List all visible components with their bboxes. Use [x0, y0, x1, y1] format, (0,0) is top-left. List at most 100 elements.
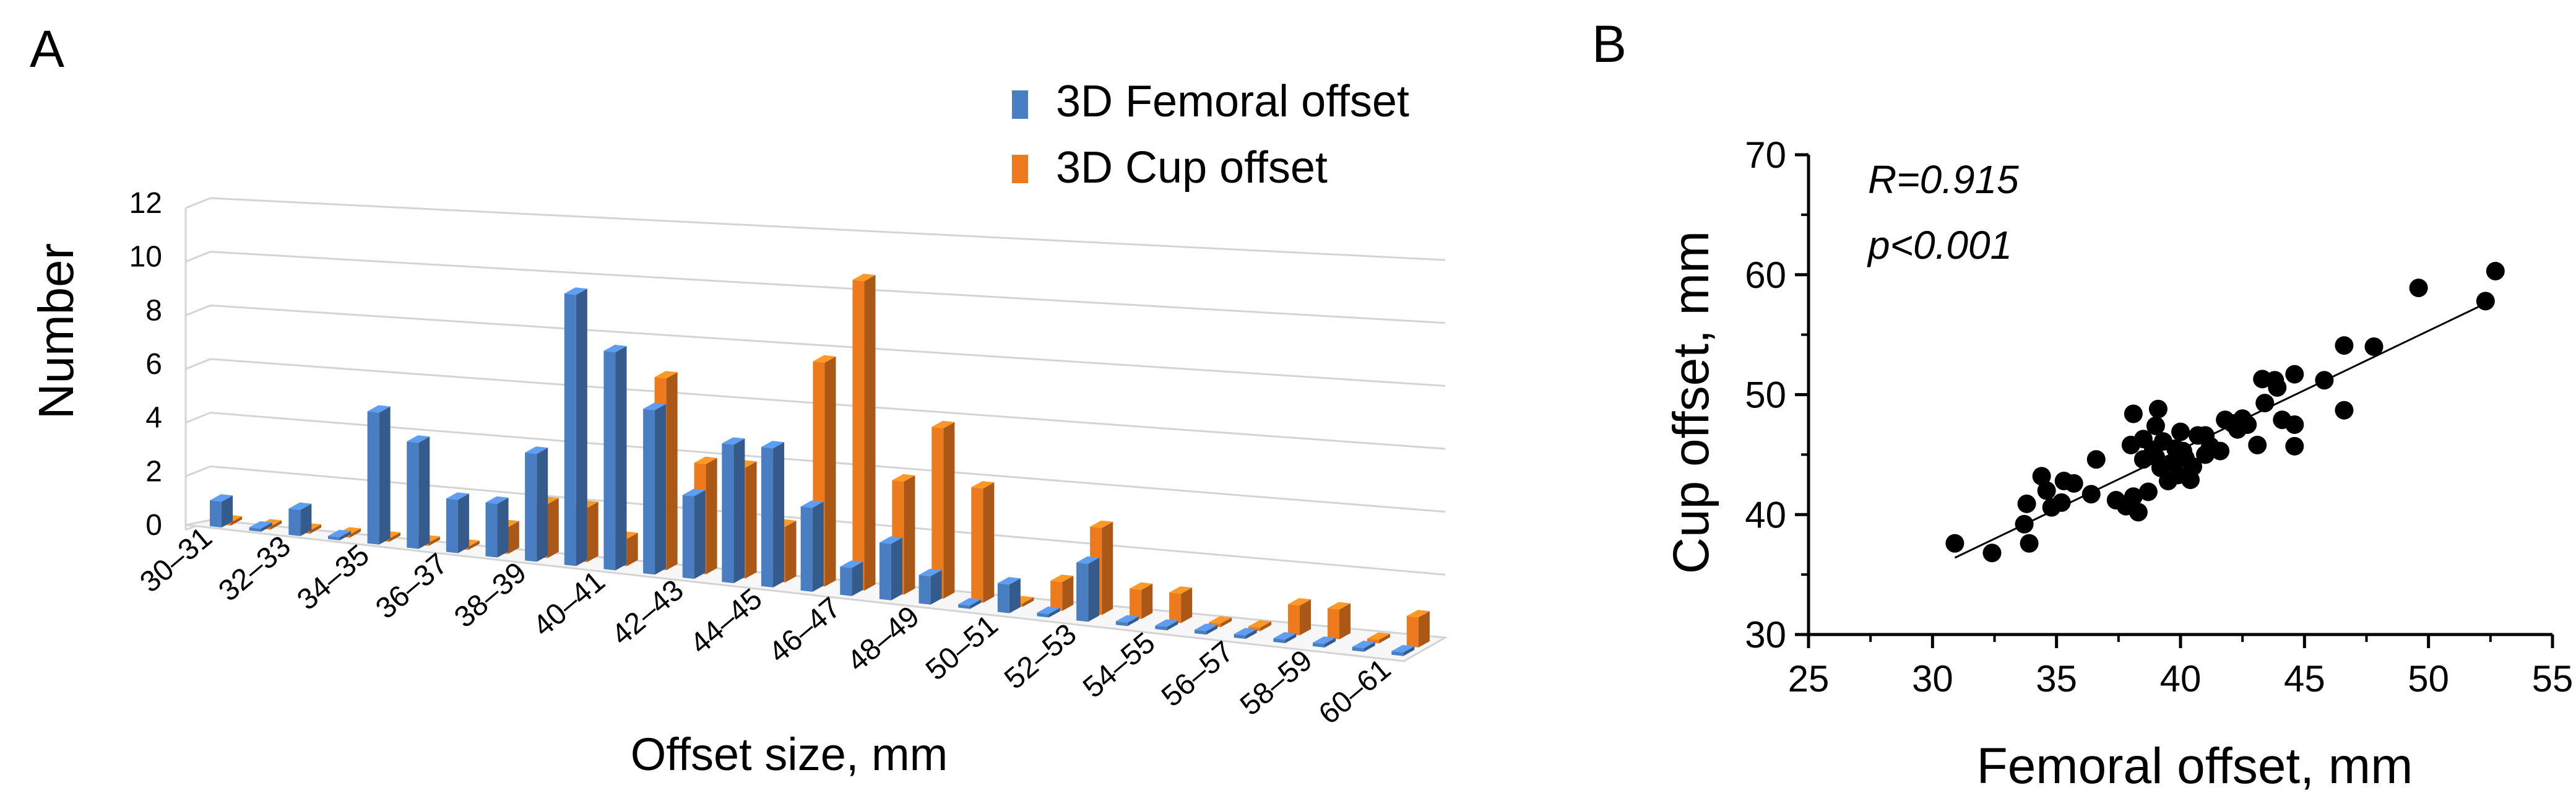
bar-femoral-12-side — [694, 490, 706, 579]
bar-femoral-22-top — [1076, 556, 1100, 564]
p-value: p<0.001 — [1867, 223, 2012, 267]
bar-femoral-9-top — [564, 287, 587, 295]
y-axis-label: Cup offset, mm — [1663, 231, 1719, 574]
bar-femoral-2-top — [288, 502, 312, 510]
legend-label-cup: 3D Cup offset — [1056, 143, 1328, 193]
bar-cup-23-top — [1130, 582, 1153, 590]
x-tick-label: 25 — [1788, 658, 1830, 700]
bar-femoral-6-front — [446, 498, 458, 553]
scatter-axes — [1795, 153, 2554, 648]
data-point — [2211, 441, 2230, 461]
bar-cup-0-side — [231, 516, 243, 526]
bar-femoral-14 — [761, 441, 785, 588]
side-gridline — [185, 251, 211, 263]
bar-cup-24-top — [1169, 586, 1193, 594]
bar-cup-19-side — [983, 482, 995, 603]
data-point — [2037, 481, 2056, 500]
bar-cup-28-side — [1339, 603, 1351, 639]
scatter-points — [1945, 261, 2505, 563]
bar-femoral-16-side — [852, 561, 863, 596]
bar-cup-8-side — [547, 498, 559, 558]
bar-femoral-17-front — [879, 542, 891, 600]
bar-femoral-9-front — [564, 293, 576, 566]
bar-cup-4-side — [389, 532, 400, 542]
x-axis-label: Offset size, mm — [631, 729, 948, 780]
bar-femoral-9-side — [576, 288, 587, 566]
bar-femoral-4-front — [367, 411, 379, 545]
x-tick-label: 46–47 — [763, 591, 847, 669]
bar-femoral-19 — [958, 598, 982, 609]
bar-cup-16-side — [864, 275, 876, 591]
bar-cup-10-side — [626, 532, 638, 566]
x-tick-label: 45 — [2284, 658, 2325, 700]
data-point — [2015, 514, 2034, 534]
bar-femoral-21 — [1037, 606, 1060, 618]
bar-femoral-24-side — [1167, 620, 1178, 631]
legend-label-femoral: 3D Femoral offset — [1056, 77, 1409, 126]
legend-swatch-femoral — [1012, 90, 1028, 119]
y-tick-label: 30 — [1745, 614, 1786, 656]
bar-femoral-11 — [643, 402, 667, 575]
x-tick-label: 58–59 — [1234, 644, 1318, 722]
x-tick-label: 50–51 — [920, 609, 1004, 687]
x-tick-label: 38–39 — [448, 556, 532, 634]
bar-femoral-23 — [1115, 615, 1139, 626]
bar-femoral-27 — [1273, 632, 1297, 644]
bar-cup-9-side — [587, 501, 599, 563]
bar-femoral-17-top — [879, 536, 902, 544]
data-point — [2285, 365, 2304, 384]
bar-femoral-20-top — [997, 577, 1021, 585]
correlation-coefficient: R=0.915 — [1868, 157, 2019, 202]
bar-cup-29 — [1367, 632, 1390, 644]
bar-femoral-13-side — [733, 438, 745, 584]
bar-femoral-11-top — [643, 402, 667, 410]
bar-cup-21-front — [1050, 581, 1063, 611]
bar-cup-29-side — [1378, 633, 1390, 644]
bar-cup-17-side — [904, 475, 915, 595]
bar-femoral-7-front — [485, 502, 498, 558]
bar-femoral-1 — [249, 521, 272, 532]
bar-femoral-10-side — [615, 346, 627, 571]
bar-femoral-3-front — [327, 535, 340, 540]
gridline — [210, 304, 1446, 387]
bar-femoral-6-side — [457, 493, 469, 553]
data-point — [1945, 534, 1964, 553]
bar-femoral-1-top — [249, 521, 272, 529]
bar-femoral-25-front — [1195, 630, 1207, 635]
bar-cup-21-top — [1050, 574, 1074, 583]
bar-femoral-11-front — [643, 409, 655, 575]
bar-cup-25-top — [1209, 616, 1232, 624]
bar-femoral-17 — [879, 536, 902, 600]
bar-femoral-12 — [682, 488, 706, 579]
bar-femoral-7-side — [497, 497, 509, 558]
bar-femoral-23-side — [1127, 616, 1139, 626]
bar-femoral-14-top — [761, 441, 785, 449]
y-axis-label: Number — [28, 243, 84, 420]
bar-cup-18-front — [931, 427, 944, 599]
data-point — [2248, 435, 2267, 454]
bar-cup-30-side — [1418, 611, 1430, 648]
bar-cup-15-top — [813, 355, 836, 363]
side-gridline — [185, 412, 211, 424]
bar-femoral-22 — [1076, 556, 1100, 622]
bar-cup-24-side — [1181, 587, 1193, 623]
bar-femoral-27-side — [1285, 633, 1297, 644]
data-point — [2255, 394, 2275, 413]
x-tick-labels: 25 30 35 40 45 50 55 — [1788, 658, 2574, 700]
data-point — [2238, 415, 2257, 434]
bar-femoral-27-top — [1273, 632, 1297, 640]
bar-femoral-8-front — [525, 453, 537, 562]
y-tick-labels: 30 40 50 60 70 — [1745, 134, 1786, 656]
bar-femoral-5 — [407, 435, 430, 549]
y-tick-label: 4 — [145, 402, 162, 435]
y-tick-label: 2 — [145, 455, 162, 488]
data-point — [2138, 482, 2158, 501]
bar-femoral-28-top — [1312, 636, 1336, 644]
bar-femoral-4 — [367, 405, 391, 545]
bar-cup-11-top — [654, 371, 678, 379]
bar-cup-21 — [1050, 574, 1074, 611]
bar-femoral-0-top — [210, 494, 233, 502]
bar-femoral-2-side — [300, 503, 312, 536]
bar-cup-27-front — [1287, 604, 1300, 636]
bar-femoral-30-side — [1403, 646, 1415, 656]
